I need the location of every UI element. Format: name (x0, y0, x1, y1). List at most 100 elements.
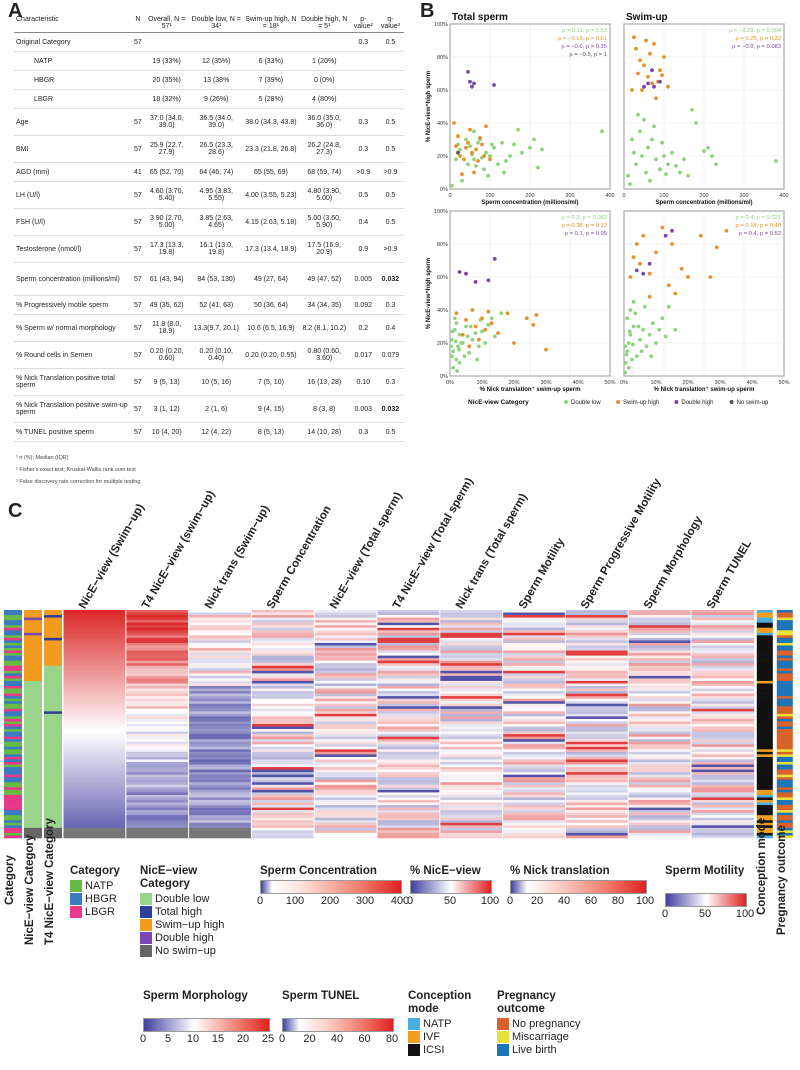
heatmap-cell (251, 827, 315, 831)
table-cell: 34 (34, 35) (298, 295, 350, 315)
conception-cell (756, 650, 773, 654)
nice-category-cell (24, 739, 42, 743)
x-axis-label: % Nick translation⁺ swim-up sperm (654, 386, 755, 393)
heatmap-cell (188, 716, 252, 720)
heatmap-cell (628, 736, 692, 740)
heatmap-cell (565, 739, 629, 743)
heatmap-cell (439, 620, 503, 623)
table-cell: Original Category (14, 32, 132, 52)
nice-category-cell (24, 653, 42, 656)
data-point (649, 354, 654, 359)
heatmap-cell (377, 751, 441, 755)
table-cell: 0.3 (349, 422, 377, 442)
data-point (489, 316, 494, 321)
heatmap-cell (125, 797, 189, 801)
data-point (654, 96, 658, 101)
heatmap-cell (565, 756, 629, 760)
heatmap-cell (565, 698, 629, 702)
gradient-bar (282, 1018, 394, 1032)
nice-category-cell (24, 622, 42, 626)
heatmap-cell (63, 693, 127, 697)
data-point (632, 35, 636, 40)
heatmap-cell (691, 782, 755, 786)
pregnancy-cell (776, 744, 793, 748)
heatmap-cell (691, 792, 755, 796)
heatmap-cell (314, 802, 378, 806)
data-point (486, 309, 491, 314)
data-point (679, 266, 684, 271)
heatmap-cell (125, 640, 189, 644)
table-cell: 41 (132, 162, 144, 182)
category-cell (4, 789, 22, 793)
heatmap-cell (691, 668, 755, 672)
heatmap-cell (628, 716, 692, 720)
data-point (658, 68, 662, 73)
data-point (666, 283, 671, 288)
table-cell: 0 (0%) (298, 70, 350, 90)
heatmap-cell (439, 642, 503, 646)
table-cell: % Sperm w/ normal morphology (14, 314, 132, 342)
heatmap-cell (439, 630, 503, 634)
data-point (647, 271, 652, 276)
heatmap-cell (691, 637, 755, 641)
heatmap-cell (63, 772, 127, 775)
heatmap-cell (314, 762, 378, 765)
gradient-tick-label: 60 (584, 895, 598, 907)
gradient-legend-title: Sperm Motility (665, 865, 745, 877)
legend-swatch (408, 1018, 420, 1030)
t4-nice-category-cell (44, 691, 62, 694)
heatmap-cell (314, 736, 378, 740)
conception-cell (756, 673, 773, 677)
heatmap-cell (251, 660, 315, 664)
heatmap-cell (188, 792, 252, 796)
heatmap-cell (251, 627, 315, 631)
x-tick-label: 300 (565, 193, 574, 199)
heatmap-cell (628, 650, 692, 654)
nice-category-cell (24, 612, 42, 616)
heatmap-cell (439, 713, 503, 717)
legend-marker (674, 400, 679, 404)
correlation-stat: ρ = −0.13, p = 0.61 (558, 36, 607, 42)
legend-label: Double low (155, 893, 210, 905)
data-point (516, 127, 520, 132)
heatmap-cell (565, 703, 629, 707)
category-cell (4, 756, 22, 760)
category-cell (4, 800, 22, 803)
heatmap-cell (502, 807, 566, 811)
heatmap-cell (628, 645, 692, 649)
table-cell: 8 (3, 8) (298, 395, 350, 423)
heatmap-cell (188, 779, 252, 783)
data-point (468, 324, 473, 329)
heatmap-cell (628, 691, 692, 694)
data-point (630, 357, 634, 362)
nice-category-cell (24, 746, 42, 750)
nice-category-cell (24, 805, 42, 808)
data-point (628, 275, 633, 279)
heatmap-cell (314, 663, 378, 667)
nice-category-cell (24, 754, 42, 758)
data-point (470, 150, 474, 155)
table-cell: FSH (U/l) (14, 208, 132, 236)
table-cell: 0.032 (376, 395, 404, 423)
data-point (641, 271, 646, 276)
heatmap-cell (439, 825, 503, 829)
heatmap-cell (63, 686, 127, 689)
legend-label: Double high (681, 400, 713, 406)
heatmap-cell (251, 716, 315, 720)
table-cell: 23.3 (21.8, 26.8) (242, 135, 299, 163)
pregnancy-cell (776, 767, 793, 770)
heatmap-cell (377, 767, 441, 770)
heatmap-cell (502, 815, 566, 819)
nice-category-cell (24, 713, 42, 717)
heatmap-cell (251, 784, 315, 788)
heatmap-cell (628, 706, 692, 710)
category-cell (4, 792, 22, 796)
heatmap-cell (628, 620, 692, 623)
data-point (636, 112, 640, 117)
table-cell (189, 32, 243, 52)
heatmap-cell (502, 653, 566, 656)
heatmap-cell (377, 817, 441, 821)
t4-nice-category-cell (44, 648, 62, 651)
t4-nice-category-cell (44, 653, 62, 656)
heatmap-cell (565, 815, 629, 819)
